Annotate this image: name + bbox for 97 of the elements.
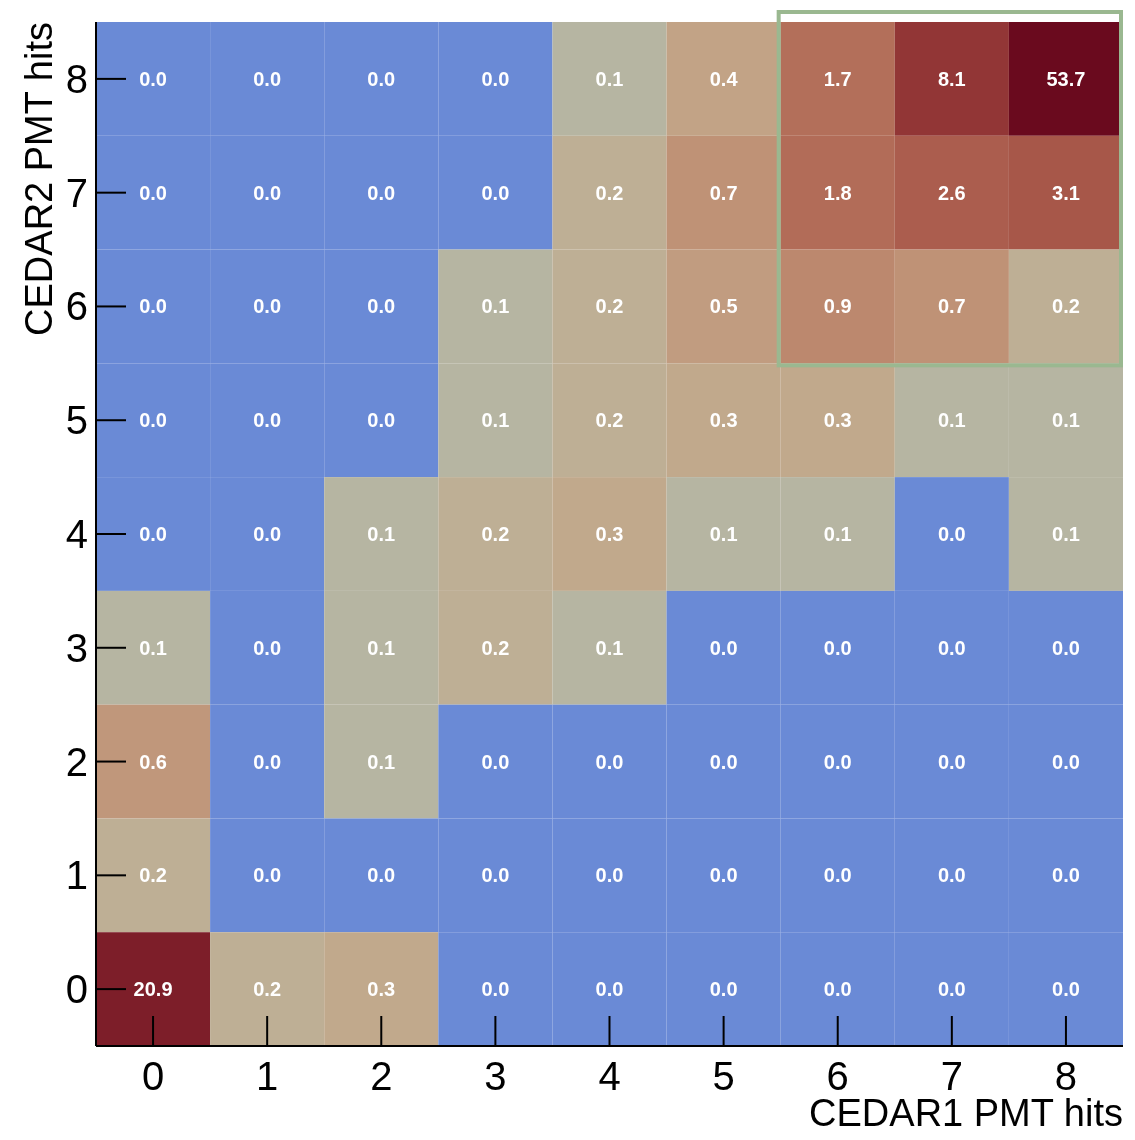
data-label: 2.6 xyxy=(937,181,966,204)
y-tick-label: 3 xyxy=(65,625,88,670)
data-label: 0.1 xyxy=(1052,523,1080,545)
data-label: 0.0 xyxy=(481,864,510,887)
data-label: 0.1 xyxy=(481,295,510,318)
data-label: 0.2 xyxy=(139,864,167,887)
x-tick-label: 5 xyxy=(712,1054,735,1098)
data-label: 0.1 xyxy=(367,750,396,773)
data-label: 0.0 xyxy=(253,409,282,432)
data-label: 0.0 xyxy=(139,523,167,545)
data-label: 0.1 xyxy=(595,636,624,659)
data-label: 0.1 xyxy=(823,523,852,545)
data-label: 0.0 xyxy=(823,864,852,887)
data-label: 1.8 xyxy=(823,181,852,204)
data-label: 0.0 xyxy=(1052,750,1080,773)
data-label: 0.0 xyxy=(709,978,738,1001)
data-label: 0.0 xyxy=(367,409,396,432)
data-label: 0.0 xyxy=(367,67,396,90)
data-label: 0.0 xyxy=(367,181,396,204)
data-label: 0.2 xyxy=(1052,295,1080,318)
x-tick-label: 2 xyxy=(370,1054,393,1098)
data-label: 0.0 xyxy=(139,181,167,204)
data-label: 0.0 xyxy=(937,978,966,1001)
data-label: 0.0 xyxy=(139,67,167,90)
data-label: 0.0 xyxy=(367,864,396,887)
y-tick-label: 4 xyxy=(65,512,88,556)
data-label: 0.0 xyxy=(823,750,852,773)
data-label: 0.1 xyxy=(367,636,396,659)
data-label: 0.2 xyxy=(595,295,624,318)
data-label: 0.0 xyxy=(481,67,510,90)
x-tick-label: 4 xyxy=(598,1054,621,1098)
x-tick-label: 0 xyxy=(141,1054,165,1098)
data-label: 0.3 xyxy=(595,523,624,545)
data-label: 53.7 xyxy=(1046,67,1086,90)
data-label: 0.0 xyxy=(139,295,167,318)
data-label: 0.7 xyxy=(937,295,966,318)
data-label: 0.0 xyxy=(253,523,282,545)
data-label: 0.0 xyxy=(481,750,510,773)
y-tick-label: 7 xyxy=(65,170,88,215)
data-label: 0.0 xyxy=(1052,864,1080,887)
data-label: 0.2 xyxy=(595,409,624,432)
data-label: 0.2 xyxy=(595,181,624,204)
data-label: 8.1 xyxy=(937,67,966,90)
data-label: 0.3 xyxy=(823,409,852,432)
data-label: 0.0 xyxy=(937,864,966,887)
y-axis-title: CEDAR2 PMT hits xyxy=(18,22,60,336)
y-tick-label: 5 xyxy=(65,398,88,443)
y-tick-label: 2 xyxy=(65,739,88,784)
data-label: 0.6 xyxy=(139,750,167,773)
x-tick-label: 1 xyxy=(256,1054,279,1098)
y-tick-label: 8 xyxy=(65,56,88,101)
y-tick-label: 6 xyxy=(65,284,88,329)
data-label: 0.0 xyxy=(253,295,282,318)
data-label: 0.1 xyxy=(937,409,966,432)
data-label: 0.0 xyxy=(709,750,738,773)
x-tick-label: 3 xyxy=(484,1054,507,1098)
data-label: 0.9 xyxy=(823,295,852,318)
data-label: 0.0 xyxy=(253,67,282,90)
data-label: 0.5 xyxy=(709,295,738,318)
y-tick-label: 1 xyxy=(65,853,88,898)
data-label: 0.0 xyxy=(253,636,282,659)
data-label: 0.0 xyxy=(253,181,282,204)
data-label: 0.0 xyxy=(937,523,966,545)
data-label: 0.0 xyxy=(595,864,624,887)
y-tick-label: 0 xyxy=(65,967,88,1012)
data-label: 0.0 xyxy=(253,750,282,773)
data-label: 0.0 xyxy=(595,978,624,1001)
data-label: 0.2 xyxy=(481,636,510,659)
data-label: 0.2 xyxy=(253,978,282,1001)
data-label: 0.0 xyxy=(937,636,966,659)
data-label: 0.1 xyxy=(367,523,396,545)
data-label: 0.0 xyxy=(709,636,738,659)
data-label: 0.0 xyxy=(367,295,396,318)
data-label: 3.1 xyxy=(1052,181,1080,204)
data-label: 0.0 xyxy=(595,750,624,773)
data-label: 0.0 xyxy=(481,978,510,1001)
data-label: 0.0 xyxy=(139,409,167,432)
data-label: 0.1 xyxy=(139,636,167,659)
data-label: 0.1 xyxy=(709,523,738,545)
data-label: 0.0 xyxy=(823,978,852,1001)
data-label: 0.0 xyxy=(823,636,852,659)
data-label: 0.1 xyxy=(481,409,510,432)
data-label: 0.0 xyxy=(1052,636,1080,659)
data-label: 0.3 xyxy=(709,409,738,432)
data-label: 0.2 xyxy=(481,523,510,545)
data-label: 0.4 xyxy=(709,67,739,90)
data-label: 0.7 xyxy=(709,181,738,204)
data-label: 0.0 xyxy=(1052,978,1080,1001)
data-label: 0.0 xyxy=(253,864,282,887)
data-label: 0.1 xyxy=(595,67,624,90)
data-label: 1.7 xyxy=(823,67,852,90)
data-label: 20.9 xyxy=(133,978,173,1001)
data-label: 0.0 xyxy=(709,864,738,887)
data-label: 0.0 xyxy=(481,181,510,204)
data-label: 0.1 xyxy=(1052,409,1080,432)
data-label: 0.0 xyxy=(937,750,966,773)
data-label: 0.3 xyxy=(367,978,396,1001)
